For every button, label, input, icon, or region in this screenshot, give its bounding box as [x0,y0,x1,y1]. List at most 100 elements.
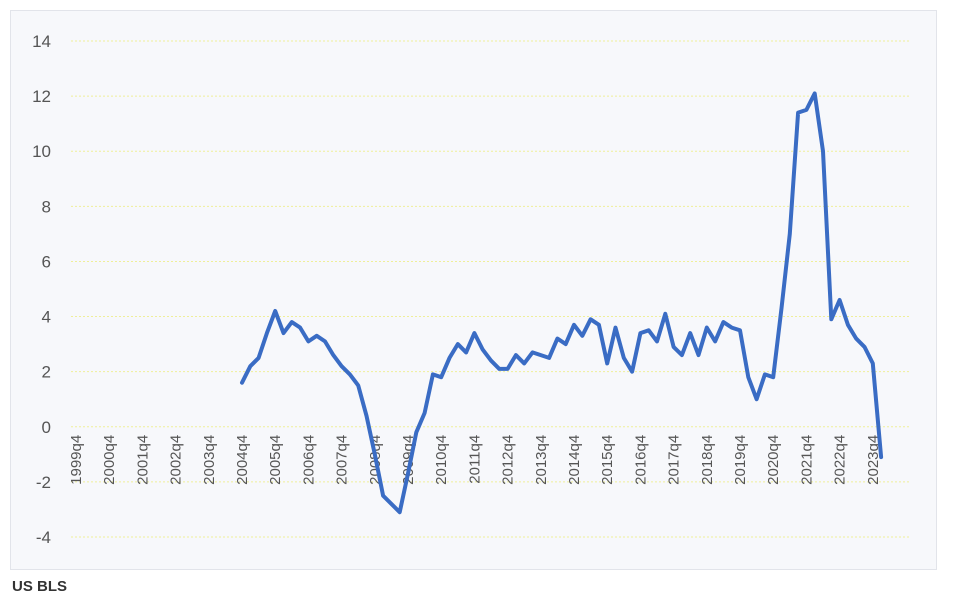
y-tick-label: 8 [42,197,51,216]
data-point [614,326,618,330]
data-point [580,334,584,338]
data-point [365,414,369,418]
data-point [439,375,443,379]
data-point [497,367,501,371]
x-tick-label: 2000q4 [101,435,118,485]
x-tick-label: 2013q4 [533,435,550,485]
line-chart: 14 12 10 8 6 4 2 0 -2 -4 1999q4 2000q4 2001q4 2002q4… [32,32,911,547]
data-point [522,361,526,365]
x-tick-label: 2022q4 [832,435,849,485]
data-point [638,331,642,335]
data-point [821,149,825,153]
data-point [854,337,858,341]
x-tick-label: 2006q4 [300,435,317,485]
x-tick-label: 2010q4 [433,435,450,485]
data-point [265,331,269,335]
data-point [282,331,286,335]
data-point [589,317,593,321]
x-tick-label: 2007q4 [334,435,351,485]
data-point [315,334,319,338]
data-point [323,339,327,343]
y-tick-label: 0 [42,418,51,437]
data-point [804,108,808,112]
x-tick-label: 2018q4 [699,435,716,485]
data-point [340,364,344,368]
data-point [431,372,435,376]
data-point [356,383,360,387]
data-point [771,375,775,379]
y-tick-label: 6 [42,252,51,271]
data-point [738,328,742,332]
x-tick-label: 2019q4 [732,435,749,485]
data-point [705,326,709,330]
data-point [248,364,252,368]
y-tick-label: 4 [42,308,51,327]
x-tick-label: 2016q4 [632,435,649,485]
source-label: US BLS [12,578,68,595]
data-point [713,339,717,343]
data-point [381,494,385,498]
data-point [531,350,535,354]
data-point [663,312,667,316]
data-point [630,370,634,374]
y-tick-label: 14 [32,32,51,51]
data-point [605,361,609,365]
data-point [796,111,800,115]
data-point [780,306,784,310]
data-point [472,331,476,335]
data-point [697,353,701,357]
data-point [414,430,418,434]
y-tick-label: 10 [32,142,51,161]
x-tick-label: 2021q4 [798,435,815,485]
series-line [240,91,884,515]
data-point [871,361,875,365]
data-point [879,455,883,459]
data-point [306,339,310,343]
chart-area: 14 12 10 8 6 4 2 0 -2 -4 1999q4 2000q4 2001q4 2002q4… [10,10,937,570]
data-point [763,372,767,376]
x-tick-label: 2014q4 [566,435,583,485]
x-tick-label: 2017q4 [666,435,683,485]
data-point [398,510,402,514]
data-point [846,323,850,327]
data-point [506,367,510,371]
x-tick-label: 2001q4 [134,435,151,485]
x-tick-label: 2015q4 [599,435,616,485]
data-point [373,452,377,456]
x-tick-label: 2005q4 [267,435,284,485]
data-point [348,372,352,376]
x-tick-label: 2011q4 [466,435,483,484]
data-point [755,397,759,401]
x-tick-label: 2020q4 [765,435,782,485]
data-point [564,342,568,346]
x-tick-label: 2002q4 [168,435,185,485]
data-point [389,502,393,506]
data-point [655,339,659,343]
data-point [257,356,261,360]
data-point [423,411,427,415]
data-point [298,326,302,330]
data-point [406,472,410,476]
data-point [240,381,244,385]
data-point [721,320,725,324]
data-point [331,353,335,357]
data-point [539,353,543,357]
data-point [672,345,676,349]
data-point [597,323,601,327]
data-point [788,232,792,236]
data-point [622,356,626,360]
data-point [746,375,750,379]
y-tick-label: -2 [36,473,51,492]
y-tick-label: 12 [32,87,51,106]
data-point [730,326,734,330]
data-point [290,320,294,324]
y-tick-label: 2 [42,363,51,382]
x-tick-label: 2012q4 [500,435,517,485]
x-tick-label: 2004q4 [234,435,251,485]
data-point [829,317,833,321]
y-tick-label: -4 [36,528,51,547]
x-tick-label: 1999q4 [68,435,85,485]
x-tick-label: 2003q4 [201,435,218,485]
data-point [863,345,867,349]
data-point [273,309,277,313]
